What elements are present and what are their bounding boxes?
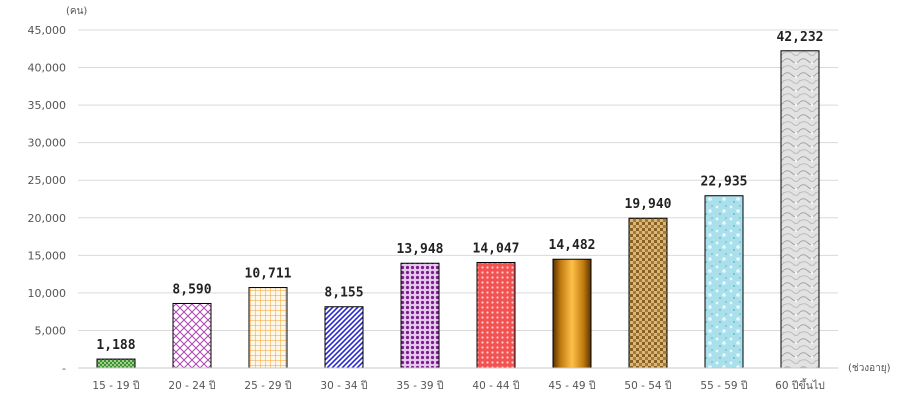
data-label: 42,232 xyxy=(777,30,824,45)
data-label: 22,935 xyxy=(701,175,748,190)
bar-10 xyxy=(780,50,820,369)
bar-3 xyxy=(248,287,288,369)
bar-8 xyxy=(628,217,668,369)
y-tick-label: - xyxy=(62,362,66,375)
bar-4 xyxy=(324,306,364,369)
data-label: 10,711 xyxy=(245,267,292,282)
data-label: 8,155 xyxy=(324,286,363,301)
data-label: 19,940 xyxy=(625,197,672,212)
data-label: 1,188 xyxy=(96,338,135,353)
bar-2 xyxy=(172,302,212,369)
data-label: 14,482 xyxy=(549,238,596,253)
y-tick-label: 25,000 xyxy=(28,174,67,187)
bar-5 xyxy=(400,262,440,369)
data-label: 14,047 xyxy=(473,241,520,256)
y-tick-label: 5,000 xyxy=(35,324,67,337)
x-tick-label: 55 - 59 ปี xyxy=(700,379,748,392)
x-tick-label: 60 ปีขึ้นไป xyxy=(775,378,825,392)
y-tick-label: 30,000 xyxy=(28,137,67,150)
y-axis-ticks: - 5,000 10,000 15,000 20,000 25,000 30,000 35,0… xyxy=(28,24,67,375)
bar-1 xyxy=(96,358,136,369)
x-axis-unit-label: (ช่วงอายุ) xyxy=(848,363,891,374)
bars xyxy=(96,50,820,369)
y-tick-label: 10,000 xyxy=(28,287,67,300)
x-tick-label: 40 - 44 ปี xyxy=(472,379,520,392)
bar-9 xyxy=(704,195,744,369)
x-tick-label: 50 - 54 ปี xyxy=(624,379,672,392)
y-tick-label: 40,000 xyxy=(28,62,67,75)
y-tick-label: 45,000 xyxy=(28,24,67,37)
data-label: 13,948 xyxy=(397,242,444,257)
data-label: 8,590 xyxy=(172,282,211,297)
x-axis-categories: 15 - 19 ปี 20 - 24 ปี 25 - 29 ปี 30 - 34 ปี… xyxy=(92,378,825,392)
y-tick-label: 35,000 xyxy=(28,99,67,112)
x-tick-label: 20 - 24 ปี xyxy=(168,379,216,392)
x-tick-label: 35 - 39 ปี xyxy=(396,379,444,392)
y-tick-label: 15,000 xyxy=(28,249,67,262)
x-tick-label: 45 - 49 ปี xyxy=(548,379,596,392)
data-labels: 1,188 8,590 10,711 8,155 13,948 14,047 14,482 1… xyxy=(96,30,823,353)
x-tick-label: 15 - 19 ปี xyxy=(92,379,140,392)
bar-6 xyxy=(476,261,516,369)
y-axis-unit-label: (คน) xyxy=(66,6,87,17)
bar-7 xyxy=(552,258,592,369)
x-tick-label: 30 - 34 ปี xyxy=(320,379,368,392)
x-tick-label: 25 - 29 ปี xyxy=(244,379,292,392)
y-tick-label: 20,000 xyxy=(28,212,67,225)
gridlines xyxy=(78,29,838,331)
